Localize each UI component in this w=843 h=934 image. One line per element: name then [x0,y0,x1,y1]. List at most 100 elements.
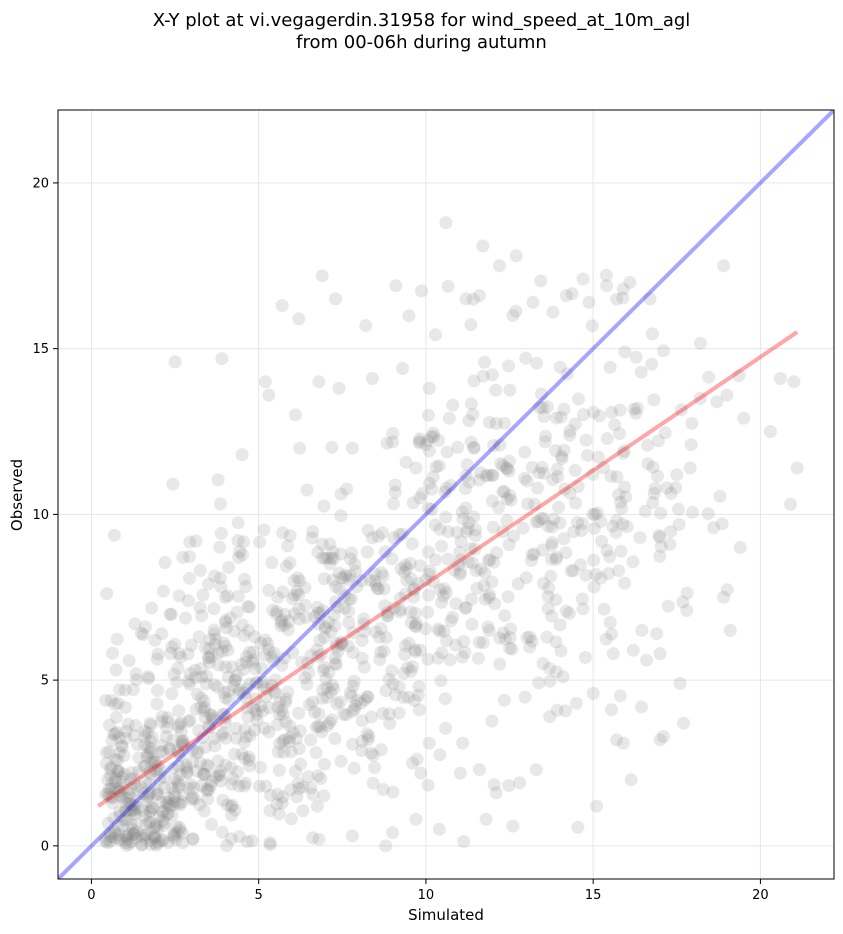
data-point [131,801,145,815]
data-point [156,584,170,598]
data-point [618,576,632,590]
data-point [225,798,239,812]
data-point [99,787,113,801]
data-point [346,646,360,659]
data-point [166,761,180,775]
data-point [213,769,227,783]
data-point [509,304,523,318]
data-point [657,344,670,358]
data-point [651,434,665,448]
data-point [357,625,371,638]
data-point [292,588,305,602]
data-point [423,564,437,578]
data-point [299,611,313,624]
data-point [618,480,632,494]
data-point [304,648,318,662]
data-point [365,710,378,724]
data-point [113,746,127,760]
data-point [134,781,148,794]
data-point [165,640,179,654]
data-point [442,411,456,425]
data-point [612,488,626,502]
data-point [189,702,203,716]
data-point [375,526,389,540]
data-point [401,661,415,675]
data-point [717,259,731,273]
x-tick-label: 20 [752,888,769,903]
data-point [447,563,461,577]
data-point [478,566,492,580]
data-point [360,545,374,559]
data-point [289,408,302,422]
data-point [323,557,337,571]
data-point [465,617,479,631]
data-point [652,528,666,542]
data-point [654,506,668,520]
data-point [650,627,664,641]
data-point [472,635,486,649]
data-point [408,619,422,633]
data-point [218,716,232,730]
data-point [581,448,594,462]
data-point [216,708,230,721]
data-point [202,651,216,665]
data-point [398,639,412,653]
data-point [503,641,517,655]
data-point [321,719,334,733]
data-point [113,683,126,697]
data-point [549,593,563,607]
data-point [296,804,310,818]
data-point [119,829,133,843]
data-point [346,737,359,751]
data-point [429,553,442,567]
data-point [276,734,290,748]
data-point [525,460,539,474]
data-point [653,733,667,747]
data-point [413,643,427,657]
data-point [464,397,478,411]
data-point [167,667,181,681]
data-point [278,695,292,709]
data-point [366,776,380,790]
data-point [647,487,661,500]
data-point [528,497,542,511]
data-point [186,743,199,757]
data-point [623,275,637,289]
data-point [433,748,447,762]
data-point [520,474,534,488]
y-tick-label: 20 [32,176,49,191]
data-point [126,823,140,837]
data-point [304,733,318,747]
data-point [232,686,246,699]
data-point [402,690,415,704]
data-point [150,652,164,666]
data-point [538,435,552,449]
data-point [163,742,177,755]
data-point [467,440,481,454]
data-point [220,798,234,812]
data-point [291,776,305,790]
data-point [376,783,390,796]
data-point [357,660,371,674]
data-point [124,782,138,796]
data-point [489,383,503,397]
data-point [142,741,156,755]
data-point [571,479,585,493]
data-point [369,578,383,592]
data-point [138,759,152,773]
data-point [171,720,185,734]
data-point [456,512,470,526]
data-point [166,477,180,491]
data-point [105,796,119,810]
data-point [242,753,256,767]
data-point [201,759,215,773]
data-point [587,553,601,567]
data-point [541,602,555,616]
data-point [613,427,627,441]
data-point [202,651,216,665]
data-point [135,829,149,843]
data-point [710,395,724,409]
data-point [298,581,312,595]
data-point [197,767,211,781]
data-point [150,784,164,798]
